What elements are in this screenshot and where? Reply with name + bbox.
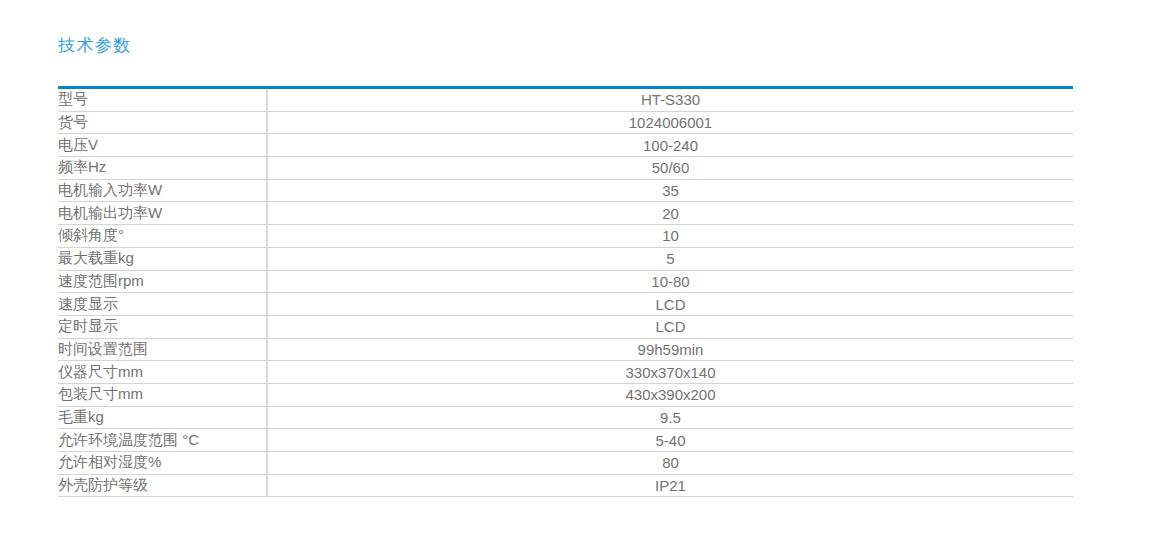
table-row: 电机输入功率W 35 xyxy=(58,179,1073,202)
param-value: 80 xyxy=(267,452,1073,475)
param-name: 允许相对湿度% xyxy=(58,452,267,475)
param-value: HT-S330 xyxy=(267,88,1073,112)
param-value: 35 xyxy=(267,179,1073,202)
technical-parameters-table: 型号 HT-S330 货号 1024006001 电压V 100-240 频率H… xyxy=(58,86,1073,497)
table-row: 电机输出功率W 20 xyxy=(58,202,1073,225)
param-value: 9.5 xyxy=(267,406,1073,429)
param-name: 电机输出功率W xyxy=(58,202,267,225)
table-row: 时间设置范围 99h59min xyxy=(58,338,1073,361)
param-name: 包装尺寸mm xyxy=(58,383,267,406)
param-value: 20 xyxy=(267,202,1073,225)
param-name: 货号 xyxy=(58,111,267,134)
table-row: 速度范围rpm 10-80 xyxy=(58,270,1073,293)
param-value: 50/60 xyxy=(267,157,1073,180)
param-name: 型号 xyxy=(58,88,267,112)
table-row: 速度显示 LCD xyxy=(58,293,1073,316)
param-name: 速度显示 xyxy=(58,293,267,316)
param-value: 100-240 xyxy=(267,134,1073,157)
param-name: 时间设置范围 xyxy=(58,338,267,361)
table-row: 毛重kg 9.5 xyxy=(58,406,1073,429)
param-value: 5 xyxy=(267,247,1073,270)
param-value: IP21 xyxy=(267,474,1073,497)
table-row: 倾斜角度° 10 xyxy=(58,225,1073,248)
param-name: 允许环境温度范围 °C xyxy=(58,429,267,452)
table-row: 货号 1024006001 xyxy=(58,111,1073,134)
table-row: 包装尺寸mm 430x390x200 xyxy=(58,383,1073,406)
param-name: 定时显示 xyxy=(58,315,267,338)
param-value: 10 xyxy=(267,225,1073,248)
param-value: 430x390x200 xyxy=(267,383,1073,406)
table-row: 型号 HT-S330 xyxy=(58,88,1073,112)
param-name: 毛重kg xyxy=(58,406,267,429)
table-row: 最大载重kg 5 xyxy=(58,247,1073,270)
param-value: 99h59min xyxy=(267,338,1073,361)
param-name: 最大载重kg xyxy=(58,247,267,270)
table-row: 允许相对湿度% 80 xyxy=(58,452,1073,475)
param-value: 5-40 xyxy=(267,429,1073,452)
param-name: 速度范围rpm xyxy=(58,270,267,293)
param-name: 电压V xyxy=(58,134,267,157)
table-row: 频率Hz 50/60 xyxy=(58,157,1073,180)
param-value: 330x370x140 xyxy=(267,361,1073,384)
spec-page: 技术参数 型号 HT-S330 货号 1024006001 电压V 100-24… xyxy=(0,0,1150,539)
table-row: 外壳防护等级 IP21 xyxy=(58,474,1073,497)
param-value: LCD xyxy=(267,293,1073,316)
param-name: 外壳防护等级 xyxy=(58,474,267,497)
param-value: 1024006001 xyxy=(267,111,1073,134)
param-name: 频率Hz xyxy=(58,157,267,180)
param-name: 倾斜角度° xyxy=(58,225,267,248)
param-name: 电机输入功率W xyxy=(58,179,267,202)
param-value: LCD xyxy=(267,315,1073,338)
table-row: 电压V 100-240 xyxy=(58,134,1073,157)
table-row: 定时显示 LCD xyxy=(58,315,1073,338)
section-title: 技术参数 xyxy=(58,34,132,57)
table-row: 仪器尺寸mm 330x370x140 xyxy=(58,361,1073,384)
param-value: 10-80 xyxy=(267,270,1073,293)
table-row: 允许环境温度范围 °C 5-40 xyxy=(58,429,1073,452)
param-name: 仪器尺寸mm xyxy=(58,361,267,384)
